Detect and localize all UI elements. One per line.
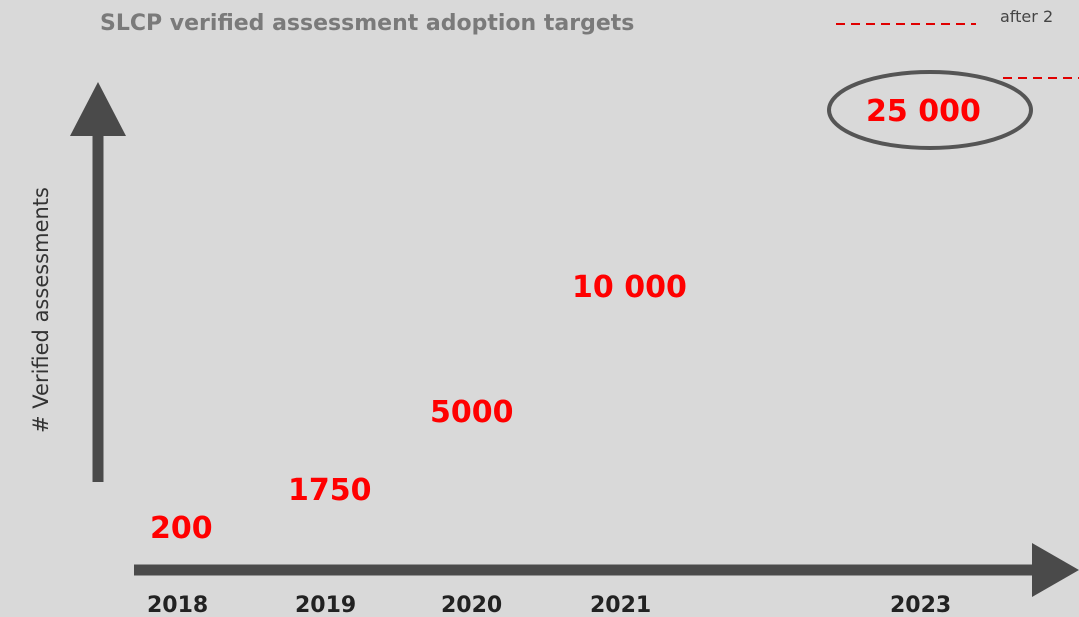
target-label: 10 000 bbox=[572, 270, 687, 305]
year-label: 2020 bbox=[441, 593, 502, 617]
year-label: 2021 bbox=[590, 593, 651, 617]
target-label: 25 000 bbox=[866, 94, 981, 129]
year-label: 2018 bbox=[147, 593, 208, 617]
target-label: 5000 bbox=[430, 395, 514, 430]
year-label: 2023 bbox=[890, 593, 951, 617]
note: after 2 bbox=[1000, 7, 1053, 26]
highlight-ellipse bbox=[827, 70, 1033, 150]
target-label: 200 bbox=[150, 511, 213, 546]
y-arrow-head bbox=[70, 82, 126, 136]
target-label: 1750 bbox=[288, 473, 372, 508]
year-label: 2019 bbox=[295, 593, 356, 617]
title: SLCP verified assessment adoption target… bbox=[100, 11, 634, 36]
labels: 2018 2019 2020 2021 2023 200 1750 5000 10 000 25 … bbox=[147, 94, 981, 617]
x-arrow-head bbox=[1032, 543, 1079, 597]
y-axis-label: # Verified assessments bbox=[29, 187, 53, 433]
